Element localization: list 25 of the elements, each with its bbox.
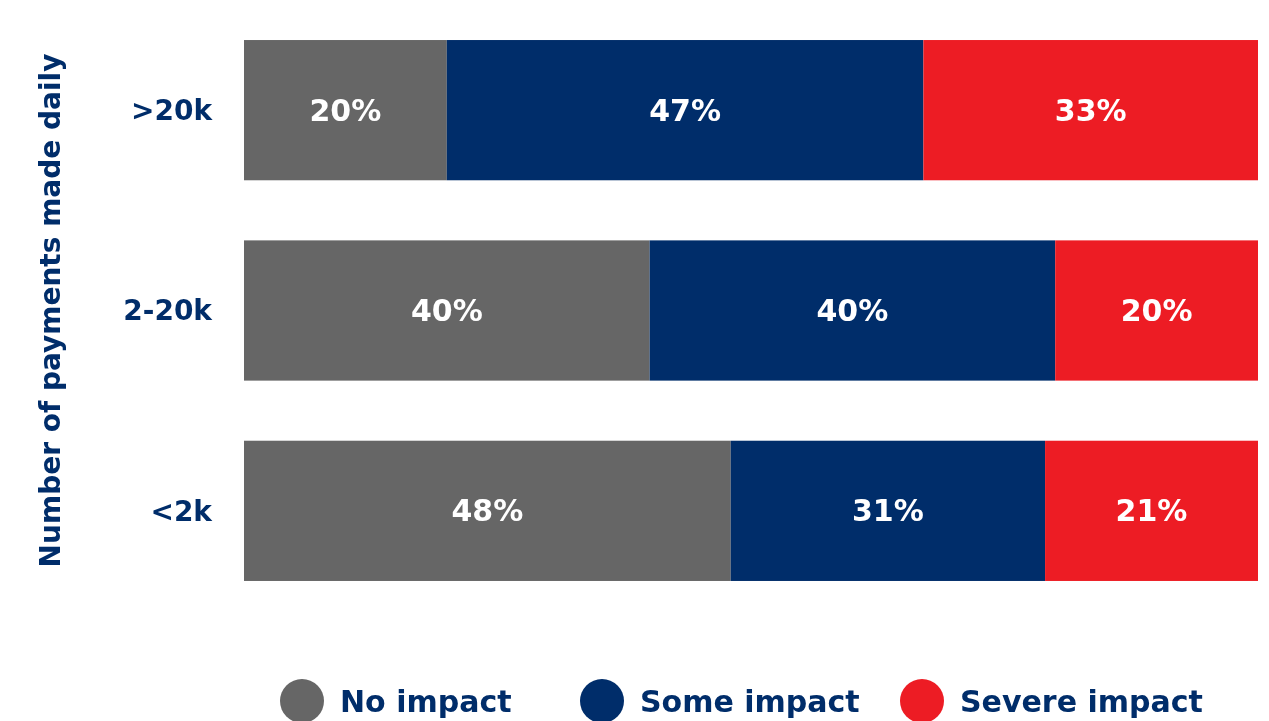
bar xyxy=(244,240,650,381)
data-label: 21% xyxy=(1115,493,1188,529)
y-tick-label: >20k xyxy=(130,93,214,127)
legend-label: No impact xyxy=(340,683,512,719)
legend-label: Some impact xyxy=(640,683,860,719)
legend-label: Severe impact xyxy=(960,683,1203,719)
data-label: 31% xyxy=(851,493,924,529)
y-tick-label: <2k xyxy=(150,494,214,528)
bar xyxy=(730,440,1046,581)
data-label: 40% xyxy=(410,293,483,328)
bar xyxy=(1055,240,1258,381)
bar xyxy=(923,40,1258,181)
bar xyxy=(244,440,731,581)
data-label: 20% xyxy=(1120,293,1193,328)
bar xyxy=(244,40,447,181)
y-axis-title: Number of payments made daily xyxy=(34,53,67,568)
data-label: 48% xyxy=(451,493,524,529)
data-label: 47% xyxy=(649,92,721,128)
y-tick-label: 2-20k xyxy=(123,294,214,328)
data-label: 40% xyxy=(816,293,889,328)
data-label: 33% xyxy=(1054,92,1127,128)
bar xyxy=(1045,440,1258,581)
bar xyxy=(649,240,1056,381)
bar xyxy=(446,40,924,181)
data-label: 20% xyxy=(309,92,382,128)
